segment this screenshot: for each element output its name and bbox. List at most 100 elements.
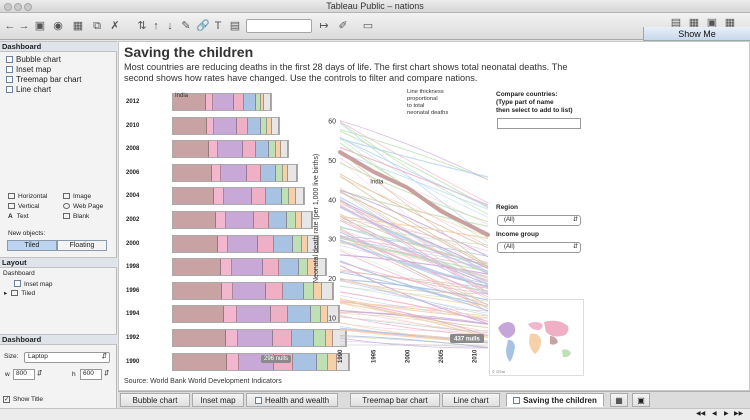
treemap-segment[interactable] (209, 141, 218, 158)
clear-icon[interactable]: ✗ (110, 20, 120, 32)
filmstrip-icon[interactable]: ▣ (706, 17, 718, 29)
sheet-item-line-chart[interactable]: Line chart (6, 85, 51, 94)
treemap-row[interactable] (172, 305, 341, 324)
treemap-segment[interactable] (316, 353, 328, 370)
object-text[interactable]: A Text (8, 213, 29, 220)
treemap-segment[interactable] (263, 259, 280, 276)
treemap-segment[interactable] (273, 330, 292, 346)
treemap-segment[interactable] (271, 117, 280, 134)
treemap-segment[interactable] (260, 94, 265, 110)
layout-root[interactable]: Dashboard (3, 270, 35, 277)
treemap-segment[interactable] (225, 330, 238, 346)
treemap-segment[interactable] (255, 141, 270, 158)
treemap-segment[interactable] (173, 94, 206, 110)
treemap-segment[interactable] (315, 259, 326, 276)
object-image[interactable]: Image (63, 193, 91, 201)
treemap-segment[interactable] (224, 306, 237, 323)
treemap-segment[interactable] (320, 306, 328, 323)
treemap-segment[interactable] (251, 188, 266, 205)
treemap-segment[interactable] (308, 259, 316, 276)
treemap-segment[interactable] (173, 212, 216, 228)
treemap-segment[interactable] (173, 117, 207, 134)
treemap-segment[interactable] (236, 117, 248, 134)
treemap-segment[interactable] (275, 141, 281, 158)
highlight-icon[interactable]: ✎ (181, 20, 191, 32)
treemap-segment[interactable] (260, 117, 267, 134)
treemap-row[interactable] (172, 281, 334, 300)
treemap-segment[interactable] (215, 212, 226, 228)
treemap-segment[interactable] (226, 353, 240, 370)
treemap-row[interactable] (172, 329, 347, 347)
treemap-segment[interactable] (224, 188, 252, 205)
treemap-segment[interactable] (246, 164, 261, 181)
treemap-row[interactable] (172, 187, 306, 206)
treemap-row[interactable] (172, 116, 281, 135)
window-controls[interactable] (4, 2, 34, 15)
treemap-segment[interactable] (333, 330, 346, 346)
treemap-segment[interactable] (325, 330, 333, 346)
region-dropdown[interactable]: (All) ⇵ (497, 215, 581, 226)
treemap-segment[interactable] (173, 188, 215, 205)
object-blank[interactable]: Blank (63, 213, 89, 221)
treemap-segment[interactable] (258, 235, 275, 252)
treemap-segment[interactable] (214, 117, 237, 134)
treemap-segment[interactable] (280, 141, 288, 158)
treemap-segment[interactable] (275, 164, 283, 181)
treemap-segment[interactable] (281, 188, 290, 205)
treemap-segment[interactable] (270, 306, 288, 323)
tiled-button[interactable]: Tiled (7, 240, 57, 251)
treemap-segment[interactable] (206, 117, 215, 134)
treemap-segment[interactable] (321, 282, 333, 299)
treemap-segment[interactable] (234, 94, 245, 110)
new-story-icon[interactable]: ▣ (632, 393, 650, 407)
layout-item-inset-map[interactable]: Inset map (14, 280, 53, 289)
treemap-segment[interactable] (231, 259, 263, 276)
treemap-segment[interactable] (255, 94, 261, 110)
treemap-row[interactable] (172, 211, 313, 229)
treemap-segment[interactable] (213, 94, 235, 110)
object-web-page[interactable]: Web Page (63, 203, 103, 211)
treemap-segment[interactable] (295, 188, 305, 205)
swap-icon[interactable]: ⇅ (137, 20, 147, 32)
fix-axes-icon[interactable]: ↦ (319, 20, 329, 32)
back-icon[interactable]: ← (4, 20, 16, 32)
tab-inset-map[interactable]: Inset map (192, 393, 244, 407)
treemap-segment[interactable] (328, 306, 340, 323)
sort-descending-icon[interactable]: ↓ (167, 20, 173, 32)
tab-health-and-wealth[interactable]: Health and wealth (246, 393, 338, 407)
treemap-row[interactable] (172, 258, 327, 277)
treemap-segment[interactable] (236, 306, 271, 323)
treemap-row[interactable] (172, 234, 319, 253)
nav-prev-icon[interactable]: ◀ (712, 411, 717, 417)
treemap-segment[interactable] (220, 164, 247, 181)
floating-button[interactable]: Floating (57, 240, 107, 251)
sort-ascending-icon[interactable]: ↑ (153, 20, 159, 32)
treemap-segment[interactable] (264, 94, 271, 110)
sheet-item-bubble-chart[interactable]: Bubble chart (6, 55, 61, 64)
presentation-icon[interactable]: ▭ (362, 20, 374, 32)
treemap-segment[interactable] (173, 141, 210, 158)
object-horizontal[interactable]: Horizontal (8, 193, 47, 201)
treemap-segment[interactable] (173, 259, 221, 276)
label-icon[interactable]: T (214, 20, 222, 32)
tab-treemap-bar-chart[interactable]: Treemap bar chart (350, 393, 440, 407)
treemap-segment[interactable] (328, 353, 337, 370)
treemap-segment[interactable] (299, 259, 308, 276)
treemap-segment[interactable] (293, 235, 302, 252)
data-source-icon[interactable]: ◉ (53, 20, 63, 32)
treemap-segment[interactable] (211, 164, 221, 181)
treemap-segment[interactable] (254, 212, 270, 228)
treemap-nulls-badge[interactable]: 296 nulls (261, 355, 292, 363)
duplicate-icon[interactable]: ⧉ (93, 20, 101, 32)
show-me-button[interactable]: Show Me (643, 27, 750, 41)
width-input[interactable]: 800 (13, 369, 35, 380)
treemap-segment[interactable] (220, 259, 232, 276)
save-icon[interactable]: ▣ (34, 20, 46, 32)
new-worksheet-icon[interactable]: ▦ (72, 20, 84, 32)
treemap-row[interactable] (172, 93, 272, 111)
forward-icon[interactable]: → (18, 20, 30, 32)
chart-type-icon[interactable]: ▤ (229, 20, 241, 32)
tab-bubble-chart[interactable]: Bubble chart (120, 393, 190, 407)
treemap-segment[interactable] (336, 353, 350, 370)
show-title-checkbox[interactable]: ✓ Show Title (3, 396, 43, 403)
